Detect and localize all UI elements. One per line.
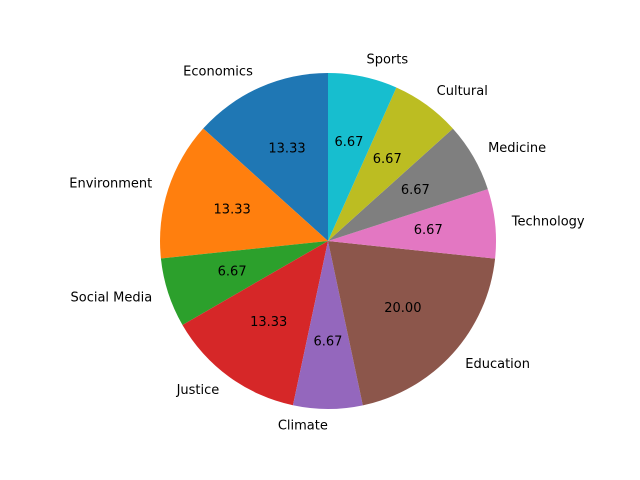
value-label-climate: 6.67 (313, 334, 342, 349)
category-label-medicine: Medicine (488, 141, 546, 156)
category-label-climate: Climate (278, 418, 328, 433)
category-label-economics: Economics (183, 65, 253, 80)
value-label-technology: 6.67 (414, 223, 443, 238)
value-label-cultural: 6.67 (373, 152, 402, 167)
value-label-sports: 6.67 (334, 135, 363, 150)
category-label-sports: Sports (366, 53, 408, 68)
value-label-economics: 13.33 (268, 141, 305, 156)
value-label-justice: 13.33 (250, 315, 287, 330)
slices-layer (160, 73, 496, 409)
value-label-environment: 13.33 (214, 202, 251, 217)
category-label-cultural: Cultural (437, 84, 488, 99)
category-label-education: Education (465, 357, 530, 372)
category-label-social-media: Social Media (70, 291, 152, 306)
value-label-education: 20.00 (384, 301, 421, 316)
category-label-justice: Justice (176, 383, 220, 398)
category-label-technology: Technology (511, 214, 585, 229)
category-label-environment: Environment (69, 176, 152, 191)
value-label-social-media: 6.67 (218, 265, 247, 280)
value-label-medicine: 6.67 (401, 183, 430, 198)
